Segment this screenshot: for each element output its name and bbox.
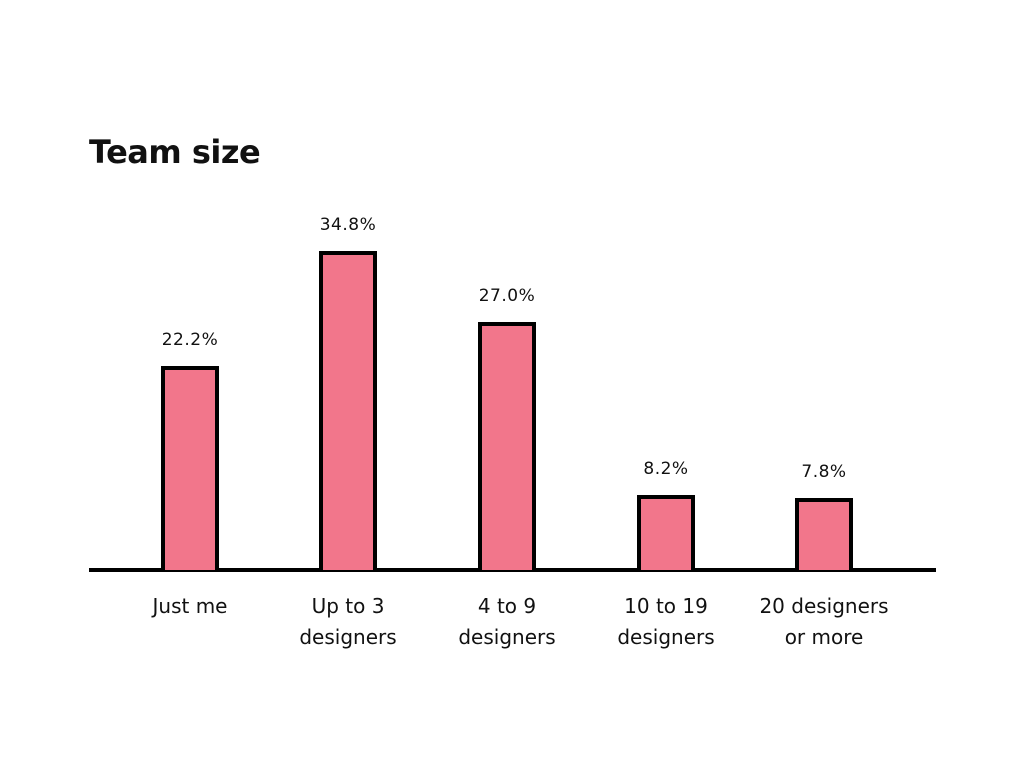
bar-value-label: 7.8%: [801, 462, 847, 482]
x-tick-label: 10 to 19 designers: [617, 594, 715, 649]
x-axis-line: [89, 568, 936, 572]
bar-value-label: 34.8%: [319, 215, 377, 235]
bar: [161, 366, 219, 570]
bar-value-label: 27.0%: [478, 286, 536, 306]
x-tick-label: Just me: [152, 594, 228, 618]
bar: [795, 498, 853, 570]
bar: [478, 322, 536, 570]
bar-value-label: 22.2%: [161, 330, 219, 350]
bar: [319, 251, 377, 570]
x-tick-label: 20 designers or more: [759, 594, 889, 649]
chart-title: Team size: [89, 133, 261, 171]
bar-value-label: 8.2%: [643, 459, 689, 479]
x-tick-label: Up to 3 designers: [299, 594, 397, 649]
x-tick-label: 4 to 9 designers: [458, 594, 556, 649]
bar: [637, 495, 695, 570]
